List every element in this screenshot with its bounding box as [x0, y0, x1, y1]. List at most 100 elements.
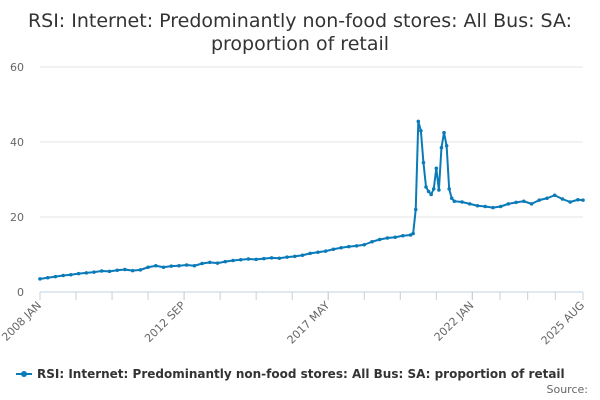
data-point — [169, 264, 174, 268]
data-point — [215, 261, 220, 265]
data-point — [498, 204, 503, 209]
data-point — [323, 249, 328, 253]
data-point — [514, 200, 518, 205]
data-point — [69, 272, 73, 277]
chart-title-line: RSI: Internet: Predominantly non-food st… — [28, 10, 572, 32]
data-point — [460, 200, 464, 204]
y-tick-label: 20 — [10, 211, 24, 224]
data-point — [393, 235, 397, 240]
data-point — [491, 205, 495, 210]
data-point — [411, 231, 415, 236]
series-line — [39, 120, 584, 280]
series-layer — [38, 119, 585, 281]
data-point — [447, 187, 451, 191]
x-tick-label: 2008 JAN — [0, 299, 44, 344]
data-point — [84, 271, 89, 275]
data-point — [146, 265, 150, 270]
data-point — [99, 269, 104, 273]
data-point — [424, 185, 428, 189]
data-point — [61, 273, 65, 278]
data-point — [431, 187, 436, 191]
data-point — [331, 247, 336, 252]
data-point — [138, 268, 143, 272]
data-point — [506, 202, 511, 206]
chart-title-line: proportion of retail — [211, 33, 389, 55]
data-point — [300, 253, 305, 258]
data-point — [192, 263, 197, 268]
legend-label[interactable]: RSI: Internet: Predominantly non-food st… — [37, 367, 565, 381]
data-point — [231, 258, 235, 263]
legend: RSI: Internet: Predominantly non-food st… — [16, 367, 565, 381]
data-point — [285, 255, 289, 259]
data-point — [370, 239, 374, 244]
data-point — [452, 199, 457, 204]
data-point — [92, 270, 96, 274]
data-point — [552, 193, 557, 198]
data-point — [177, 263, 181, 268]
y-tick-label: 60 — [10, 61, 24, 74]
data-point — [522, 199, 526, 204]
data-point — [581, 198, 585, 202]
data-point — [442, 130, 446, 135]
data-point — [434, 166, 439, 171]
data-point — [437, 188, 441, 192]
data-point — [419, 128, 423, 133]
x-tick-label: 2017 MAY — [285, 299, 333, 347]
data-point — [429, 192, 433, 197]
data-point — [426, 189, 431, 194]
data-point — [76, 271, 81, 276]
gridlines: 0 20 40 60 — [10, 61, 583, 299]
data-point — [208, 260, 212, 265]
data-point — [560, 197, 565, 201]
data-point — [401, 233, 405, 238]
data-point — [413, 207, 418, 212]
data-point — [347, 244, 351, 249]
chart-title: RSI: Internet: Predominantly non-food st… — [28, 10, 572, 55]
data-point — [362, 242, 367, 247]
data-point — [537, 198, 542, 202]
data-point — [38, 277, 42, 281]
data-point — [53, 274, 58, 279]
data-point — [483, 204, 488, 209]
data-point — [184, 263, 189, 267]
data-point — [308, 251, 313, 256]
data-point — [354, 244, 359, 248]
data-point — [292, 254, 297, 259]
data-point — [475, 203, 480, 208]
data-point — [377, 237, 382, 242]
data-point — [568, 200, 572, 204]
data-point — [200, 261, 204, 266]
data-point — [238, 257, 243, 262]
data-point — [107, 269, 112, 274]
axes: 2008 JAN 2012 SEP 2017 MAY 2022 JAN 2025 AUG — [0, 291, 588, 348]
data-point — [545, 196, 549, 201]
x-tick-label: 2022 JAN — [432, 299, 477, 344]
data-point — [246, 257, 251, 261]
data-point — [154, 263, 158, 268]
data-point — [223, 259, 228, 264]
data-point — [115, 268, 120, 273]
data-point — [123, 267, 127, 272]
data-point — [385, 236, 390, 240]
data-point — [45, 275, 50, 280]
data-point — [529, 202, 534, 206]
data-point — [339, 245, 343, 250]
data-point — [161, 265, 166, 270]
legend-marker — [21, 371, 27, 377]
data-point — [416, 119, 421, 124]
data-point — [439, 145, 444, 150]
x-tick-label: 2012 SEP — [142, 299, 188, 345]
data-point — [277, 256, 282, 261]
data-point — [576, 197, 580, 202]
data-point — [467, 202, 472, 206]
data-point — [449, 196, 454, 201]
data-point — [254, 257, 258, 262]
data-point — [421, 160, 426, 165]
source-label: Source: — [547, 383, 589, 396]
data-point — [444, 143, 449, 148]
x-tick-label: 2025 AUG — [539, 299, 588, 348]
data-point — [262, 256, 266, 261]
y-tick-label: 40 — [10, 136, 24, 149]
